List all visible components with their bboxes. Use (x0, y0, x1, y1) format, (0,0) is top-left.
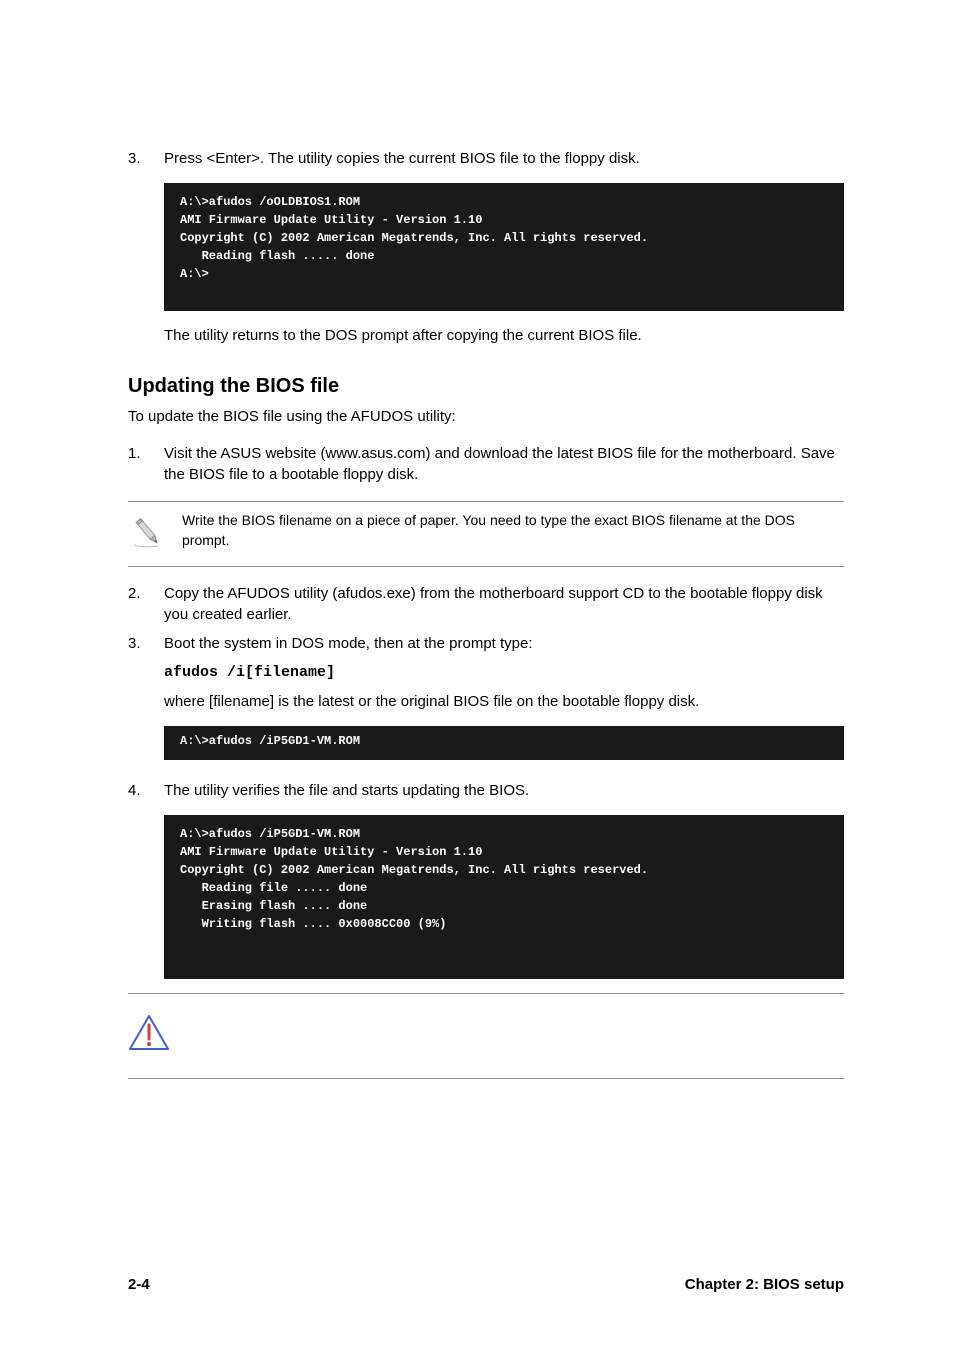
step-3-after: The utility returns to the DOS prompt af… (128, 325, 844, 346)
update-step-3-after: where [filename] is the latest or the or… (128, 691, 844, 712)
step-text: Boot the system in DOS mode, then at the… (164, 633, 844, 654)
step-num: 4. (128, 780, 164, 801)
warning-icon (128, 1014, 182, 1058)
warning-box (128, 993, 844, 1079)
terminal-output-2: A:\>afudos /iP5GD1-VM.ROM (164, 726, 844, 760)
step-num: 3. (128, 148, 164, 169)
step-text: Visit the ASUS website (www.asus.com) an… (164, 443, 844, 485)
step-after-text: The utility returns to the DOS prompt af… (164, 325, 844, 346)
command-text: afudos /i[filename] (164, 662, 844, 683)
note-text: Write the BIOS filename on a piece of pa… (182, 510, 844, 551)
pencil-icon (128, 510, 182, 558)
terminal-output-1: A:\>afudos /oOLDBIOS1.ROM AMI Firmware U… (164, 183, 844, 311)
step-num: 1. (128, 443, 164, 485)
step-num: 2. (128, 583, 164, 625)
note-box: Write the BIOS filename on a piece of pa… (128, 501, 844, 567)
update-step-3: 3. Boot the system in DOS mode, then at … (128, 633, 844, 654)
step-text: Copy the AFUDOS utility (afudos.exe) fro… (164, 583, 844, 625)
step-text: Press <Enter>. The utility copies the cu… (164, 148, 844, 169)
step-after-text: where [filename] is the latest or the or… (164, 691, 844, 712)
step-3: 3. Press <Enter>. The utility copies the… (128, 148, 844, 169)
page-footer: 2-4 Chapter 2: BIOS setup (128, 1274, 844, 1295)
chapter-title: Chapter 2: BIOS setup (685, 1274, 844, 1295)
section-intro: To update the BIOS file using the AFUDOS… (128, 406, 844, 427)
step-num: 3. (128, 633, 164, 654)
section-heading: Updating the BIOS file (128, 372, 844, 400)
update-step-4: 4. The utility verifies the file and sta… (128, 780, 844, 801)
page-number: 2-4 (128, 1274, 150, 1295)
step-text: The utility verifies the file and starts… (164, 780, 844, 801)
terminal-output-3: A:\>afudos /iP5GD1-VM.ROM AMI Firmware U… (164, 815, 844, 979)
update-step-2: 2. Copy the AFUDOS utility (afudos.exe) … (128, 583, 844, 625)
update-step-1: 1. Visit the ASUS website (www.asus.com)… (128, 443, 844, 485)
